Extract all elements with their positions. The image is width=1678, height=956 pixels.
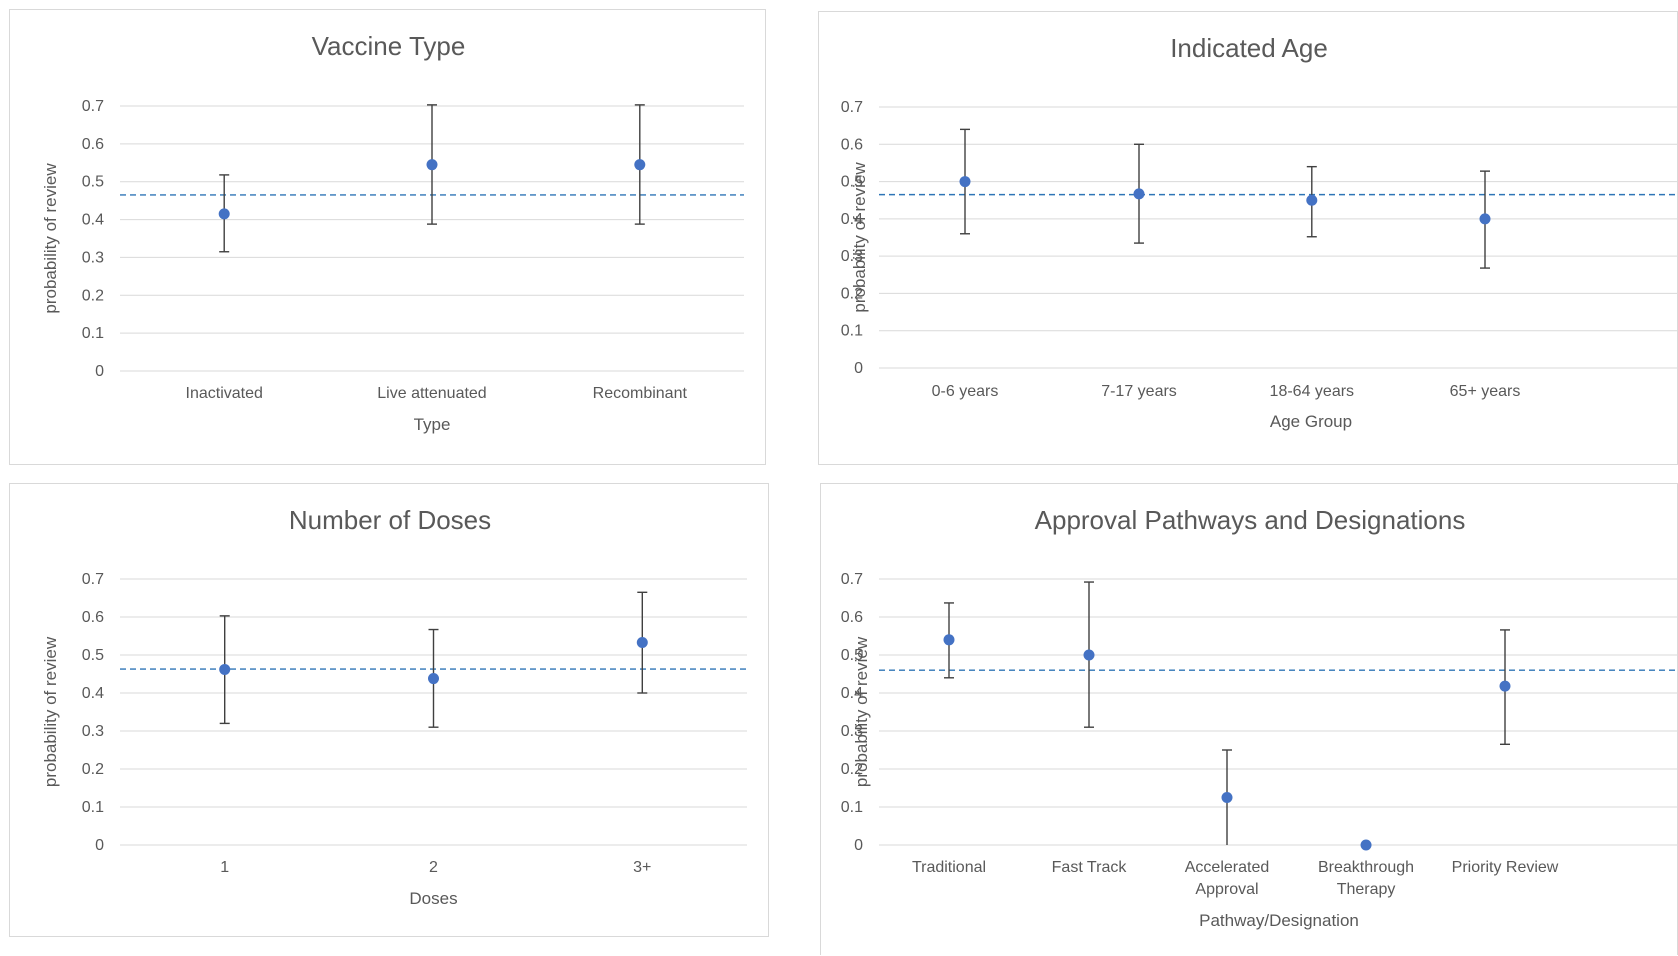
y-tick-label: 0.6 bbox=[841, 136, 863, 153]
x-tick-label: Fast Track bbox=[1052, 859, 1128, 876]
y-tick-label: 0.6 bbox=[841, 609, 863, 626]
y-tick-label: 0 bbox=[854, 837, 863, 854]
chart-svg: 0 0.1 0.2 0.3 0.4 0.5 0.6 0.7 Number of Doses pro… bbox=[41, 505, 747, 908]
x-tick-label: 65+ years bbox=[1450, 383, 1521, 400]
y-tick-label: 0.5 bbox=[82, 174, 104, 191]
y-tick-label: 0.2 bbox=[82, 761, 104, 778]
chart-panel-approval-pathways: 0 0.1 0.2 0.3 0.4 0.5 0.6 0.7 Approval Pathways … bbox=[820, 483, 1678, 955]
y-tick-label: 0.7 bbox=[841, 99, 863, 116]
y-tick-label: 0.4 bbox=[82, 685, 104, 702]
y-tick-label: 0 bbox=[854, 360, 863, 377]
y-axis-label: probability of review bbox=[852, 636, 871, 787]
y-tick-label: 0.7 bbox=[82, 571, 104, 588]
y-tick-label: 0.1 bbox=[841, 323, 863, 340]
y-tick-label: 0.1 bbox=[82, 325, 104, 342]
data-point bbox=[426, 159, 438, 171]
data-point bbox=[959, 176, 971, 188]
y-tick-label: 0.3 bbox=[82, 723, 104, 740]
chart-title: Approval Pathways and Designations bbox=[1035, 505, 1466, 535]
y-axis-label: probability of review bbox=[41, 163, 60, 314]
y-tick-label: 0.3 bbox=[841, 723, 863, 740]
y-tick-label: 0.7 bbox=[841, 571, 863, 588]
data-point bbox=[634, 159, 646, 171]
chart-title: Vaccine Type bbox=[312, 31, 466, 61]
y-tick-label: 0.3 bbox=[841, 248, 863, 265]
x-tick-label: Breakthrough bbox=[1318, 859, 1414, 876]
y-tick-label: 0.2 bbox=[82, 287, 104, 304]
data-point bbox=[1083, 649, 1095, 661]
x-axis-label: Type bbox=[414, 415, 451, 434]
x-tick-label: Traditional bbox=[912, 859, 986, 876]
data-point bbox=[219, 663, 231, 675]
x-tick-label: Inactivated bbox=[186, 385, 263, 402]
data-point bbox=[636, 636, 648, 648]
data-point bbox=[1133, 188, 1145, 200]
x-tick-label: 1 bbox=[220, 859, 229, 876]
data-point bbox=[1221, 792, 1233, 803]
y-axis-label: probability of review bbox=[41, 636, 60, 787]
y-tick-label: 0.5 bbox=[841, 174, 863, 191]
y-tick-label: 0.1 bbox=[82, 799, 104, 816]
data-point bbox=[218, 208, 230, 220]
y-tick-label: 0 bbox=[95, 837, 104, 854]
y-tick-label: 0.4 bbox=[82, 212, 104, 229]
chart-svg: 0 0.1 0.2 0.3 0.4 0.5 0.6 0.7 Indicated Age proba… bbox=[841, 33, 1678, 431]
data-point bbox=[1360, 839, 1372, 851]
x-tick-label: Approval bbox=[1195, 881, 1258, 898]
x-axis-label: Doses bbox=[409, 889, 457, 908]
x-tick-label: Accelerated bbox=[1185, 859, 1270, 876]
y-tick-label: 0.6 bbox=[82, 609, 104, 626]
y-tick-label: 0.4 bbox=[841, 211, 863, 228]
y-tick-label: 0 bbox=[95, 363, 104, 380]
chart-panel-indicated-age: 0 0.1 0.2 0.3 0.4 0.5 0.6 0.7 Indicated Age proba… bbox=[818, 11, 1678, 465]
chart-panel-number-of-doses: 0 0.1 0.2 0.3 0.4 0.5 0.6 0.7 Number of Doses pro… bbox=[9, 483, 769, 937]
y-tick-label: 0.2 bbox=[841, 285, 863, 302]
y-tick-label: 0.2 bbox=[841, 761, 863, 778]
y-tick-label: 0.7 bbox=[82, 98, 104, 115]
data-point bbox=[1479, 213, 1491, 225]
x-tick-label: 2 bbox=[429, 859, 438, 876]
x-tick-label: Live attenuated bbox=[377, 385, 486, 402]
y-tick-label: 0.3 bbox=[82, 249, 104, 266]
y-tick-label: 0.1 bbox=[841, 799, 863, 816]
x-axis-label: Pathway/Designation bbox=[1199, 911, 1359, 930]
data-point bbox=[1306, 194, 1318, 206]
x-axis-label: Age Group bbox=[1270, 412, 1352, 431]
y-tick-label: 0.5 bbox=[82, 647, 104, 664]
x-tick-label: Priority Review bbox=[1452, 859, 1559, 876]
x-tick-label: 0-6 years bbox=[932, 383, 999, 400]
data-point bbox=[943, 634, 955, 646]
x-tick-label: 3+ bbox=[633, 859, 651, 876]
chart-title: Number of Doses bbox=[289, 505, 491, 535]
x-tick-label: Therapy bbox=[1337, 881, 1396, 898]
x-tick-label: 18-64 years bbox=[1270, 383, 1355, 400]
x-tick-label: Recombinant bbox=[593, 385, 688, 402]
chart-panel-vaccine-type: 0 0.1 0.2 0.3 0.4 0.5 0.6 0.7 Vaccine Type probab… bbox=[9, 9, 766, 465]
x-tick-label: 7-17 years bbox=[1101, 383, 1177, 400]
data-point bbox=[428, 673, 439, 685]
y-tick-label: 0.4 bbox=[841, 685, 863, 702]
y-tick-label: 0.6 bbox=[82, 136, 104, 153]
chart-title: Indicated Age bbox=[1170, 33, 1328, 63]
chart-svg: 0 0.1 0.2 0.3 0.4 0.5 0.6 0.7 Approval Pathways … bbox=[841, 505, 1678, 930]
data-point bbox=[1499, 680, 1511, 692]
chart-svg: 0 0.1 0.2 0.3 0.4 0.5 0.6 0.7 Vaccine Type probab… bbox=[41, 31, 744, 434]
y-axis-label: probability of review bbox=[850, 162, 869, 313]
y-tick-label: 0.5 bbox=[841, 647, 863, 664]
